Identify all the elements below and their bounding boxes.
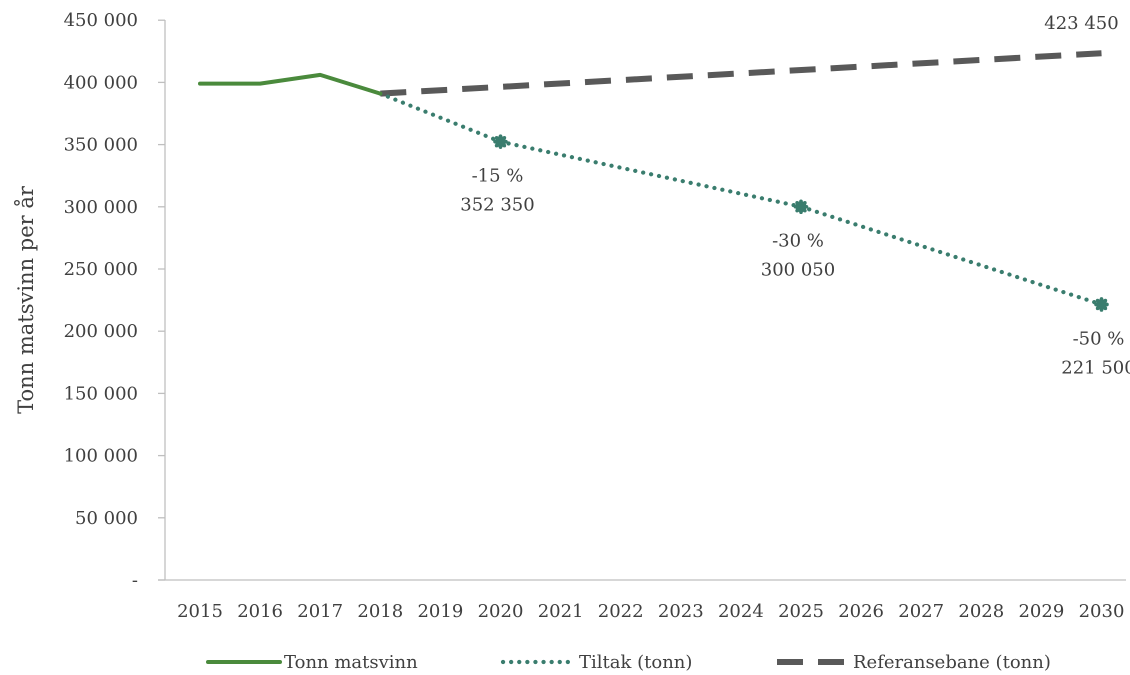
x-tick-label: 2030 <box>1079 601 1125 622</box>
legend-label: Tiltak (tonn) <box>579 652 692 673</box>
data-label: -50 % 221 500 <box>1061 328 1130 378</box>
x-tick-label: 2020 <box>478 601 524 622</box>
series-layer <box>198 50 1109 312</box>
x-tick-label: 2015 <box>177 601 223 622</box>
data-label: -30 % 300 050 <box>761 231 835 281</box>
y-tick-label: 50 000 <box>75 508 138 529</box>
x-tick-label: 2028 <box>958 601 1004 622</box>
data-point-marker <box>1094 297 1109 312</box>
data-label: -15 % 352 350 <box>460 166 534 216</box>
x-tick-label: 2016 <box>237 601 283 622</box>
y-tick-label: 200 000 <box>64 321 138 342</box>
y-tick-label: - <box>132 570 138 591</box>
legend-item: Tiltak (tonn) <box>500 652 692 673</box>
axes: - 50 000 100 000 150 000 200 000 250 000 300 0… <box>64 10 1126 622</box>
x-tick-label: 2029 <box>1018 601 1064 622</box>
x-tick-label: 2021 <box>538 601 584 622</box>
x-tick-label: 2027 <box>898 601 944 622</box>
legend-label: Tonn matsvinn <box>284 652 418 673</box>
x-tick-label: 2025 <box>778 601 824 622</box>
x-tick-label: 2023 <box>658 601 704 622</box>
legend-item: Tonn matsvinn <box>206 652 418 673</box>
data-point-marker <box>493 134 508 149</box>
legend-item: Referansebane (tonn) <box>777 652 1051 673</box>
x-tick-label: 2017 <box>297 601 343 622</box>
y-tick-label: 300 000 <box>64 197 138 218</box>
y-axis-title: Tonn matsvinn per år <box>14 185 38 414</box>
y-tick-label: 350 000 <box>64 135 138 156</box>
y-tick-label: 150 000 <box>64 383 138 404</box>
legend: Tonn matsvinn Tiltak (tonn) Referansebane … <box>206 652 1051 673</box>
y-tick-label: 450 000 <box>64 10 138 31</box>
data-point-marker <box>793 199 809 215</box>
y-tick-label: 400 000 <box>64 72 138 93</box>
y-tick-label: 100 000 <box>64 446 138 467</box>
x-tick-label: 2018 <box>357 601 403 622</box>
series-line <box>380 50 1102 97</box>
data-label: 423 450 <box>1044 13 1118 34</box>
x-tick-label: 2019 <box>417 601 463 622</box>
data-labels: -15 % 352 350 -30 % 300 050 -50 % 221 500 423 … <box>460 13 1130 378</box>
x-tick-label: 2026 <box>838 601 884 622</box>
series-line <box>198 72 383 96</box>
series-line <box>378 91 1104 307</box>
y-tick-label: 250 000 <box>64 259 138 280</box>
x-tick-label: 2022 <box>598 601 644 622</box>
legend-label: Referansebane (tonn) <box>853 652 1051 673</box>
x-tick-label: 2024 <box>718 601 764 622</box>
